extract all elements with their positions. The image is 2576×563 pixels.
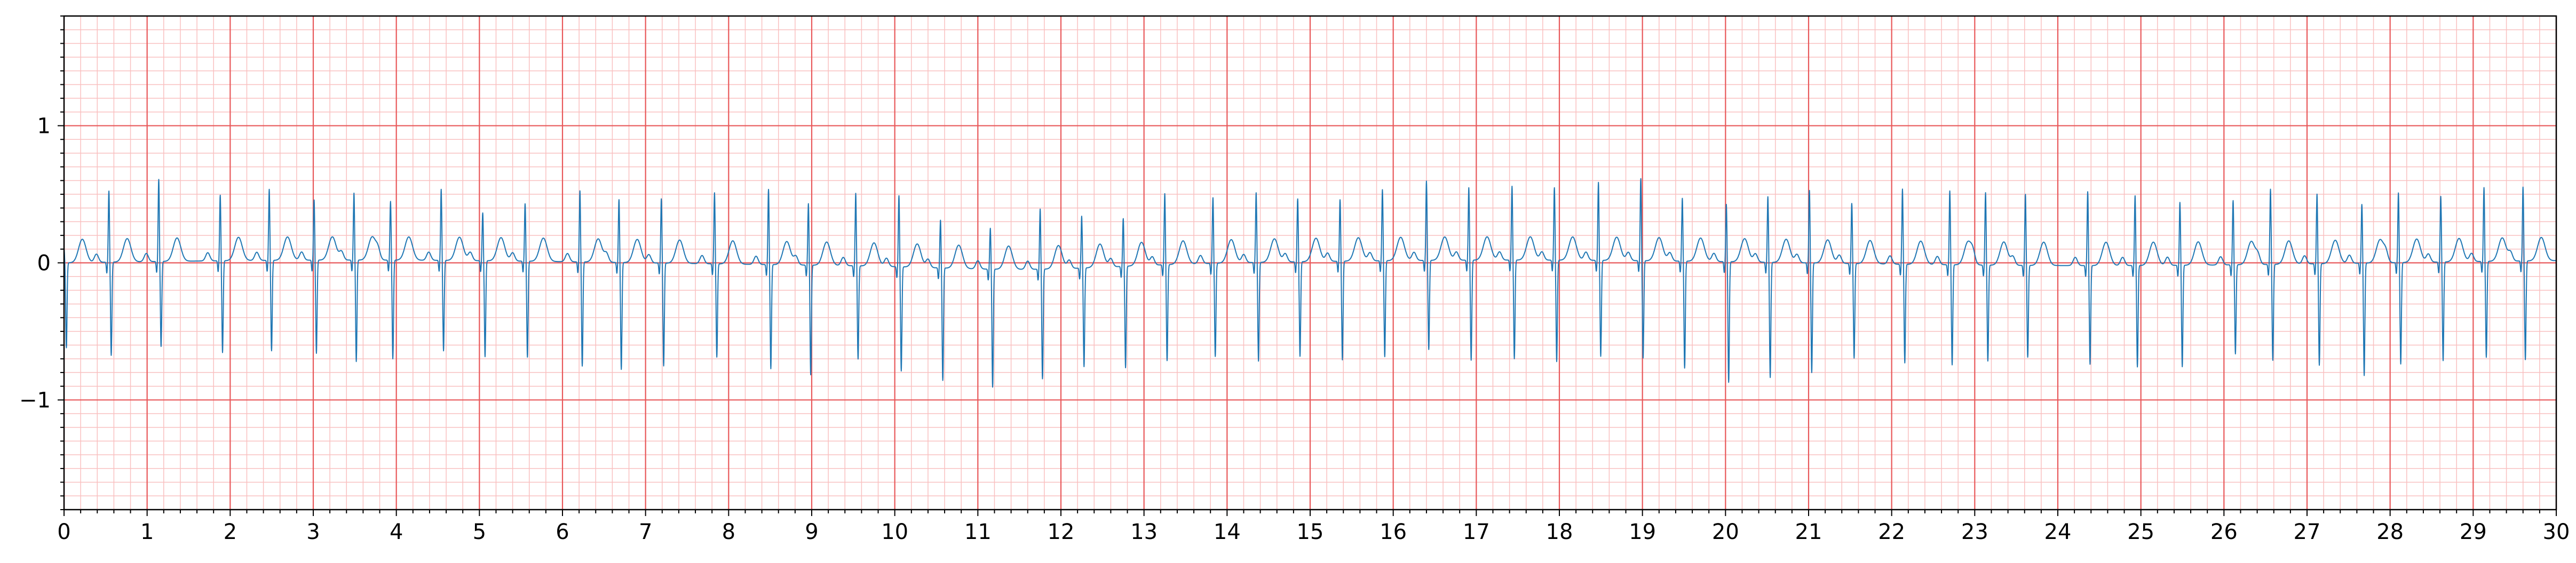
x-tick-label: 19 <box>1629 520 1656 544</box>
x-tick-label: 9 <box>805 520 818 544</box>
x-tick-label: 7 <box>639 520 652 544</box>
major-grid <box>63 16 2557 510</box>
y-tick-labels: 1 0 −1 <box>19 114 51 413</box>
x-tick-label: 18 <box>1546 520 1573 544</box>
x-tick-label: 20 <box>1712 520 1739 544</box>
x-tick-label: 23 <box>1961 520 1988 544</box>
x-tick-label: 22 <box>1878 520 1905 544</box>
x-tick-label: 17 <box>1463 520 1490 544</box>
y-tick-label: −1 <box>19 388 51 413</box>
x-tick-label: 2 <box>224 520 237 544</box>
x-tick-label: 21 <box>1795 520 1822 544</box>
x-tick-label: 16 <box>1380 520 1407 544</box>
x-tick-label: 11 <box>964 520 992 544</box>
x-tick-label: 8 <box>722 520 735 544</box>
x-tick-label: 28 <box>2376 520 2404 544</box>
axis-ticks <box>58 15 2557 516</box>
x-tick-label: 4 <box>390 520 403 544</box>
x-tick-label: 1 <box>140 520 154 544</box>
x-tick-label: 13 <box>1130 520 1158 544</box>
x-tick-label: 29 <box>2460 520 2487 544</box>
x-tick-label: 10 <box>881 520 908 544</box>
x-tick-label: 15 <box>1297 520 1324 544</box>
x-tick-label: 0 <box>57 520 70 544</box>
x-tick-label: 3 <box>306 520 320 544</box>
x-tick-label: 12 <box>1048 520 1075 544</box>
x-tick-label: 25 <box>2127 520 2154 544</box>
x-tick-labels: 0 1 2 3 4 5 6 7 8 9 10 11 12 13 14 15 16 17 18 19 20 21 22 23 24… <box>57 520 2570 544</box>
x-tick-label: 27 <box>2294 520 2321 544</box>
x-tick-label: 6 <box>556 520 569 544</box>
x-tick-label: 24 <box>2044 520 2072 544</box>
ecg-signal-line <box>64 178 2557 388</box>
x-tick-label: 14 <box>1214 520 1241 544</box>
x-tick-label: 5 <box>473 520 486 544</box>
y-tick-label: 1 <box>37 114 51 139</box>
y-tick-label: 0 <box>37 251 51 276</box>
x-tick-label: 26 <box>2210 520 2238 544</box>
x-tick-label: 30 <box>2543 520 2570 544</box>
